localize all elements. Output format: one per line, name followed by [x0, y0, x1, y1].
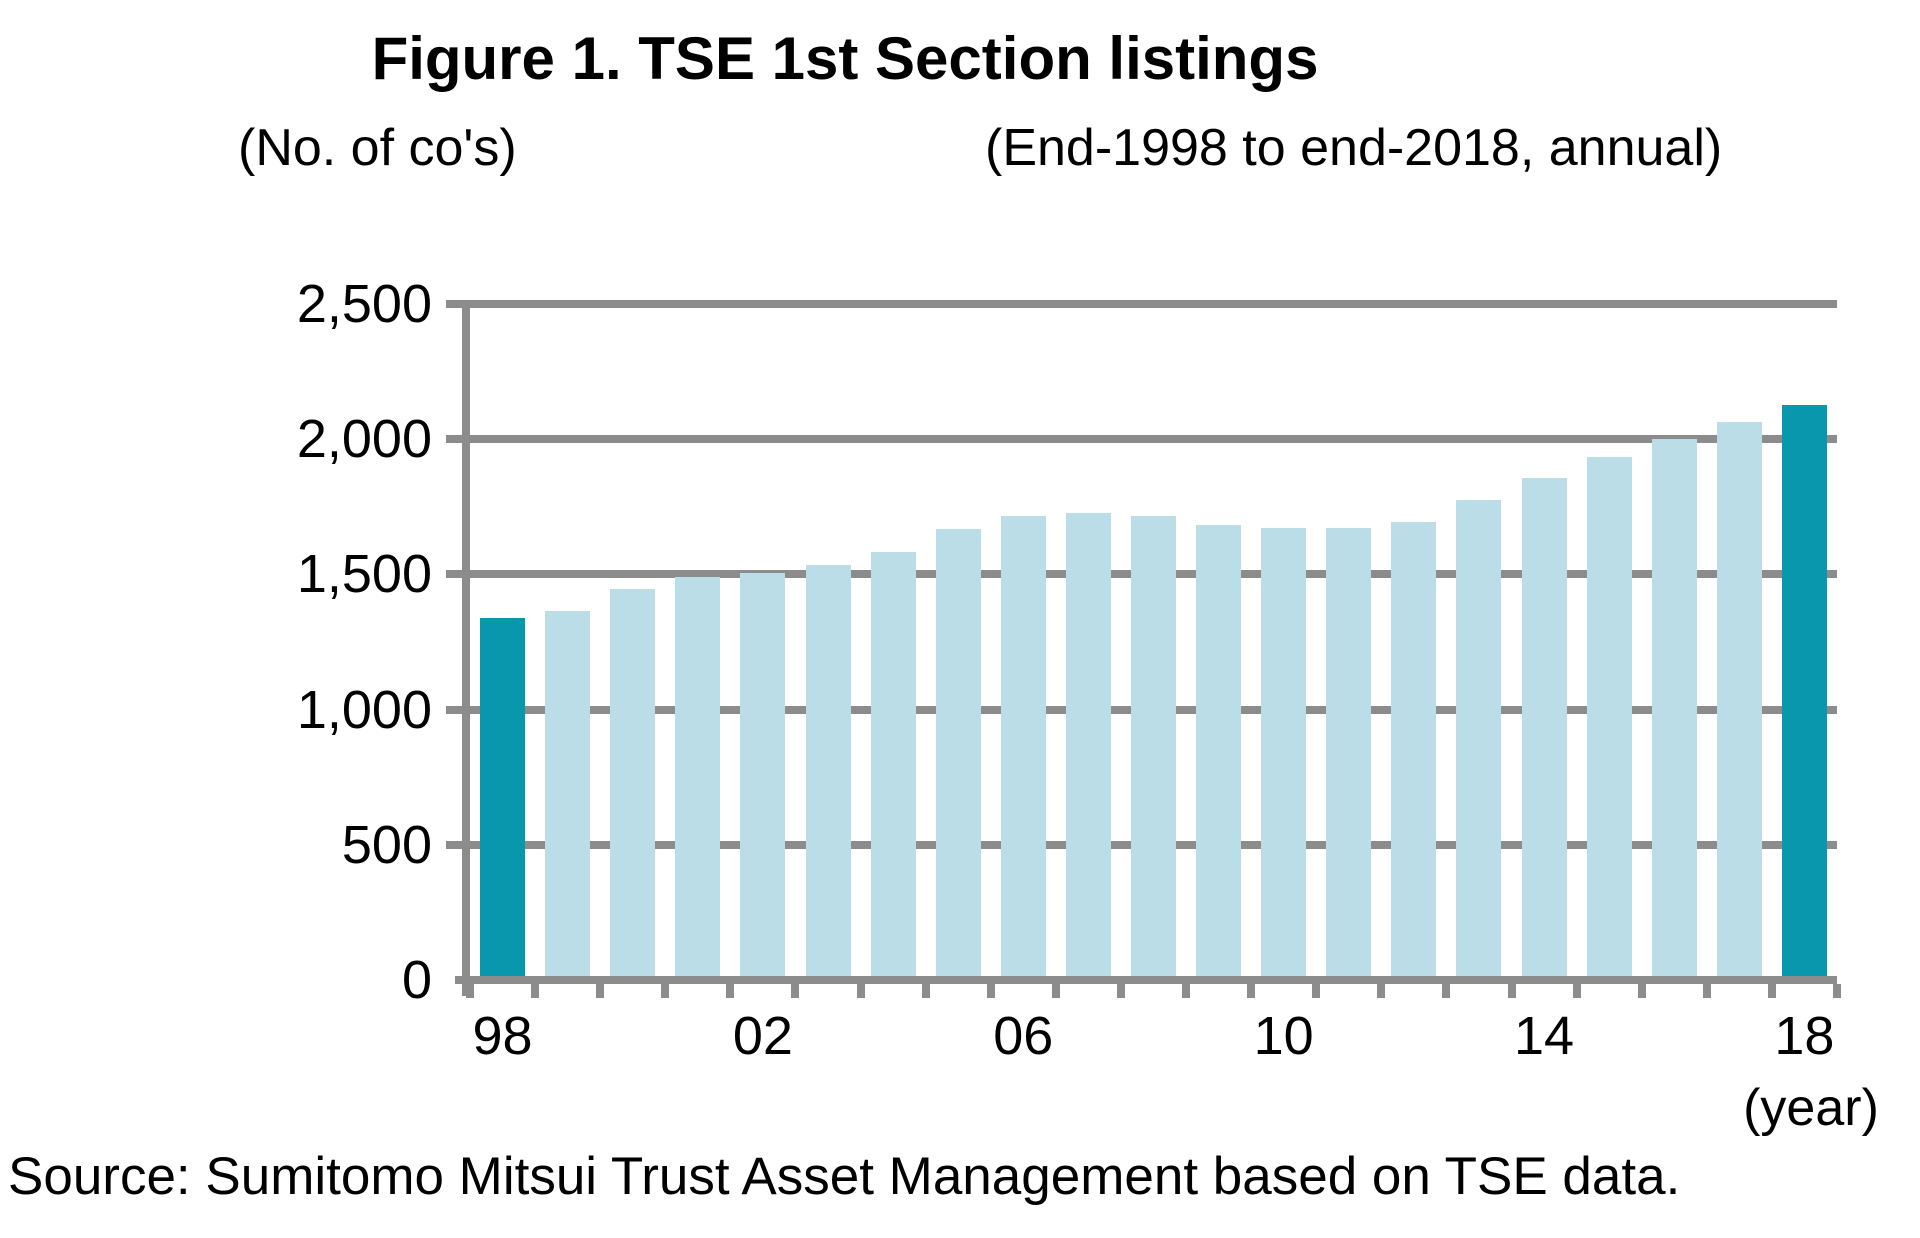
bar-2016 — [1651, 439, 1697, 980]
x-tick-16 — [1507, 984, 1516, 998]
bar-2009 — [1196, 525, 1242, 980]
bar-1998 — [480, 618, 526, 980]
x-tick-18 — [1637, 984, 1646, 998]
bar-2017 — [1716, 422, 1762, 980]
bar-2008 — [1131, 516, 1176, 980]
bar-1999 — [545, 611, 591, 980]
x-tick-12 — [1247, 984, 1256, 998]
x-axis-label-14: 14 — [1514, 1006, 1575, 1066]
x-axis-label-10: 10 — [1253, 1006, 1314, 1066]
source-line: Source: Sumitomo Mitsui Trust Asset Mana… — [8, 1147, 1681, 1206]
x-axis-label-06: 06 — [993, 1006, 1054, 1066]
bar-2012 — [1391, 522, 1437, 980]
x-tick-6 — [856, 984, 865, 998]
y-tick-1500 — [446, 570, 462, 579]
x-tick-15 — [1442, 984, 1451, 998]
x-tick-19 — [1702, 984, 1711, 998]
y-tick-2500 — [446, 300, 462, 308]
x-tick-21 — [1833, 984, 1841, 998]
x-tick-5 — [791, 984, 800, 998]
bar-2010 — [1261, 528, 1307, 980]
x-axis-label-98: 98 — [472, 1006, 533, 1066]
chart-title: Figure 1. TSE 1st Section listings — [371, 25, 1319, 92]
x-tick-3 — [661, 984, 670, 998]
x-axis-label-18: 18 — [1774, 1006, 1835, 1066]
y-axis-label-2500: 2,500 — [296, 274, 432, 334]
x-tick-20 — [1767, 984, 1776, 998]
x-tick-9 — [1051, 984, 1060, 998]
y-axis-label-0: 0 — [401, 950, 432, 1010]
bar-2014 — [1521, 478, 1567, 980]
bar-2013 — [1456, 500, 1502, 980]
x-tick-0 — [466, 984, 474, 998]
x-tick-7 — [921, 984, 930, 998]
bar-2003 — [805, 565, 851, 980]
y-axis-label-1500: 1,500 — [296, 544, 432, 605]
bar-2002 — [740, 573, 786, 980]
x-tick-2 — [596, 984, 605, 998]
bar-2004 — [870, 552, 916, 980]
x-tick-4 — [726, 984, 735, 998]
y-tick-1000 — [446, 705, 462, 714]
bar-2001 — [675, 577, 721, 980]
x-axis-label-02: 02 — [732, 1006, 793, 1066]
bar-2015 — [1586, 457, 1632, 980]
y-axis-line — [462, 300, 470, 996]
x-tick-10 — [1116, 984, 1125, 998]
x-tick-17 — [1572, 984, 1581, 998]
bar-2005 — [935, 529, 981, 980]
y-tick-2000 — [446, 435, 462, 444]
x-axis-line — [455, 976, 1837, 984]
bar-2000 — [610, 589, 656, 980]
x-tick-8 — [986, 984, 995, 998]
x-tick-11 — [1182, 984, 1191, 998]
y-axis-label-500: 500 — [341, 814, 432, 875]
y-axis-label-2000: 2,000 — [296, 409, 432, 470]
bar-2006 — [1000, 516, 1046, 980]
x-tick-14 — [1377, 984, 1386, 998]
gridline-2000 — [470, 435, 1837, 444]
bar-2018 — [1781, 405, 1827, 980]
y-tick-500 — [446, 840, 462, 849]
x-axis-unit-note: (year) — [1743, 1079, 1879, 1137]
y-axis-unit-note: (No. of co's) — [238, 119, 517, 177]
bar-2011 — [1326, 528, 1372, 980]
x-tick-1 — [531, 984, 540, 998]
gridline-2500 — [470, 300, 1837, 308]
period-note: (End-1998 to end-2018, annual) — [985, 119, 1723, 177]
x-tick-13 — [1312, 984, 1321, 998]
y-axis-label-1000: 1,000 — [296, 679, 432, 740]
bar-2007 — [1065, 513, 1111, 980]
plot-area — [470, 300, 1837, 980]
